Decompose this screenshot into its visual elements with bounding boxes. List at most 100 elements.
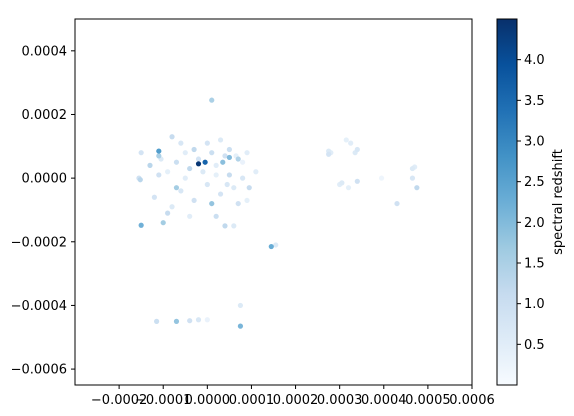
data-point — [326, 151, 332, 157]
data-point — [237, 302, 244, 309]
data-point — [268, 243, 274, 250]
x-tick-label: −0.0002 — [91, 393, 147, 408]
data-point — [204, 317, 210, 323]
x-tick-label: 0.0002 — [273, 393, 319, 408]
data-point — [204, 181, 210, 188]
data-point — [182, 150, 188, 156]
colorbar-tick-label: 2.0 — [524, 216, 545, 231]
data-point — [235, 200, 241, 207]
data-point — [213, 162, 219, 168]
data-point — [224, 181, 230, 188]
data-point — [154, 318, 160, 324]
data-point — [160, 220, 166, 226]
x-tick-label: −0.0001 — [135, 393, 191, 408]
data-point — [343, 137, 349, 143]
data-point — [209, 97, 215, 103]
x-tick-label: 0.0005 — [405, 393, 451, 408]
colorbar-tick-label: 3.0 — [524, 135, 545, 150]
data-point — [178, 188, 184, 194]
colorbar-tick-label: 4.0 — [524, 53, 545, 68]
data-point — [273, 242, 279, 248]
data-point — [246, 185, 252, 191]
data-point — [220, 159, 226, 165]
data-point — [151, 194, 157, 200]
data-point — [222, 153, 228, 159]
data-point — [195, 161, 202, 167]
data-point — [209, 150, 215, 156]
data-point — [169, 134, 175, 140]
data-point — [169, 204, 175, 210]
data-point — [394, 200, 400, 207]
data-point — [195, 317, 202, 323]
data-point — [409, 165, 416, 172]
colorbar-tick-label: 2.5 — [524, 175, 545, 190]
y-tick-label: −0.0006 — [11, 363, 67, 378]
data-point — [182, 175, 188, 181]
data-point — [213, 213, 219, 219]
data-point — [231, 185, 237, 191]
plot-frame — [74, 18, 473, 386]
data-point — [226, 154, 232, 161]
data-point — [200, 169, 206, 175]
data-point — [173, 318, 180, 324]
data-point — [147, 162, 153, 168]
x-axis: −0.0002−0.00010.00000.00010.00020.00030.… — [91, 385, 495, 408]
scatter-points — [136, 97, 420, 329]
data-point — [244, 150, 250, 156]
data-point — [409, 175, 416, 181]
data-point — [156, 148, 162, 154]
data-point — [222, 223, 228, 229]
data-point — [138, 222, 144, 228]
colorbar-tick-label: 1.0 — [524, 297, 545, 312]
y-tick-label: −0.0002 — [11, 235, 67, 250]
data-point — [339, 180, 345, 186]
y-tick-label: 0.0002 — [22, 108, 68, 123]
data-point — [191, 197, 197, 204]
data-point — [217, 191, 224, 197]
colorbar-tick-label: 1.5 — [524, 257, 545, 272]
data-point — [204, 140, 210, 146]
data-point — [191, 146, 197, 153]
y-tick-label: 0.0004 — [22, 44, 68, 59]
data-point — [156, 153, 162, 159]
data-point — [226, 172, 232, 178]
data-point — [354, 146, 360, 153]
x-tick-label: 0.0003 — [317, 393, 363, 408]
colorbar-tick-label: 3.5 — [524, 94, 545, 109]
data-point — [240, 159, 246, 165]
data-point — [235, 156, 241, 162]
x-tick-label: 0.0004 — [361, 393, 407, 408]
data-point — [217, 137, 224, 143]
data-point — [156, 172, 162, 178]
data-point — [213, 172, 219, 178]
y-tick-label: 0.0000 — [22, 172, 68, 187]
x-tick-label: 0.0000 — [185, 393, 231, 408]
plot-area — [75, 19, 472, 385]
data-point — [209, 200, 215, 207]
data-point — [187, 213, 193, 219]
data-point — [165, 210, 171, 216]
data-point — [173, 185, 180, 191]
y-axis: 0.0004 0.0002 0.0000 −0.0002 −0.0004 −0.0006 — [11, 44, 75, 378]
colorbar — [496, 18, 518, 386]
data-point — [178, 140, 184, 146]
data-point — [354, 178, 360, 184]
x-tick-label: 0.0006 — [449, 393, 495, 408]
data-point — [237, 323, 244, 329]
data-point — [414, 185, 420, 191]
data-point — [138, 150, 144, 156]
colorbar-tick-label: 0.5 — [524, 338, 545, 353]
x-tick-label: 0.0001 — [229, 393, 275, 408]
colorbar-label: spectral redshift — [551, 149, 566, 255]
data-point — [345, 185, 352, 191]
data-point — [378, 175, 385, 181]
data-point — [244, 197, 250, 204]
data-point — [253, 169, 259, 175]
data-point — [173, 159, 180, 165]
data-point — [187, 165, 193, 172]
data-point — [187, 318, 193, 324]
data-point — [137, 177, 143, 183]
data-point — [231, 223, 237, 229]
data-point — [202, 159, 208, 165]
